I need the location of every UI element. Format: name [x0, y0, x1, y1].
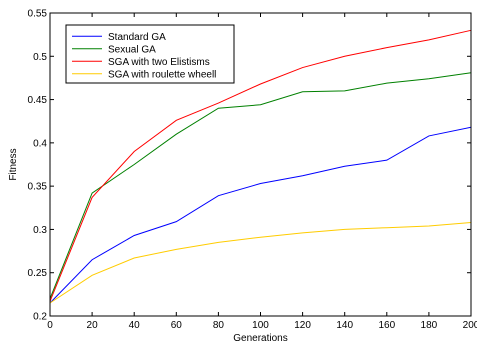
y-tick-label: 0.4 — [33, 138, 47, 149]
x-tick-label: 100 — [252, 320, 269, 331]
y-tick-label: 0.5 — [33, 52, 47, 63]
y-tick-label: 0.2 — [33, 312, 47, 323]
series-line-1 — [49, 126, 472, 304]
x-tick-label: 120 — [294, 320, 311, 331]
y-tick-label: 0.35 — [28, 182, 48, 193]
series-line-3 — [49, 29, 472, 302]
legend-entry: SGA with roulette wheell — [108, 69, 216, 80]
x-tick-label: 140 — [336, 320, 353, 331]
x-tick-label: 40 — [129, 320, 141, 331]
x-tick-label: 60 — [171, 320, 183, 331]
x-tick-label: 160 — [378, 320, 395, 331]
legend-entry: Standard GA — [108, 32, 166, 43]
x-tick-label: 0 — [47, 320, 53, 331]
ticks-layer: 0 20 40 60 80 100 120 140 160 180 200 0.2 0.25 0.3 0.3… — [28, 9, 477, 332]
x-tick-label: 200 — [463, 320, 477, 331]
series-layer — [49, 29, 472, 304]
series-line-2 — [49, 72, 472, 299]
legend-entry: SGA with two Elistisms — [108, 57, 210, 68]
y-tick-label: 0.25 — [28, 268, 48, 279]
y-tick-label: 0.55 — [28, 9, 48, 20]
x-tick-label: 180 — [421, 320, 438, 331]
x-tick-label: 20 — [87, 320, 99, 331]
y-tick-label: 0.45 — [28, 95, 48, 106]
y-axis-label: Fitness — [8, 148, 19, 180]
x-tick-label: 80 — [213, 320, 225, 331]
series-line-4 — [49, 222, 472, 304]
legend-entry: Sexual GA — [108, 44, 156, 55]
y-tick-label: 0.3 — [33, 225, 47, 236]
x-axis-label: Generations — [233, 333, 287, 344]
